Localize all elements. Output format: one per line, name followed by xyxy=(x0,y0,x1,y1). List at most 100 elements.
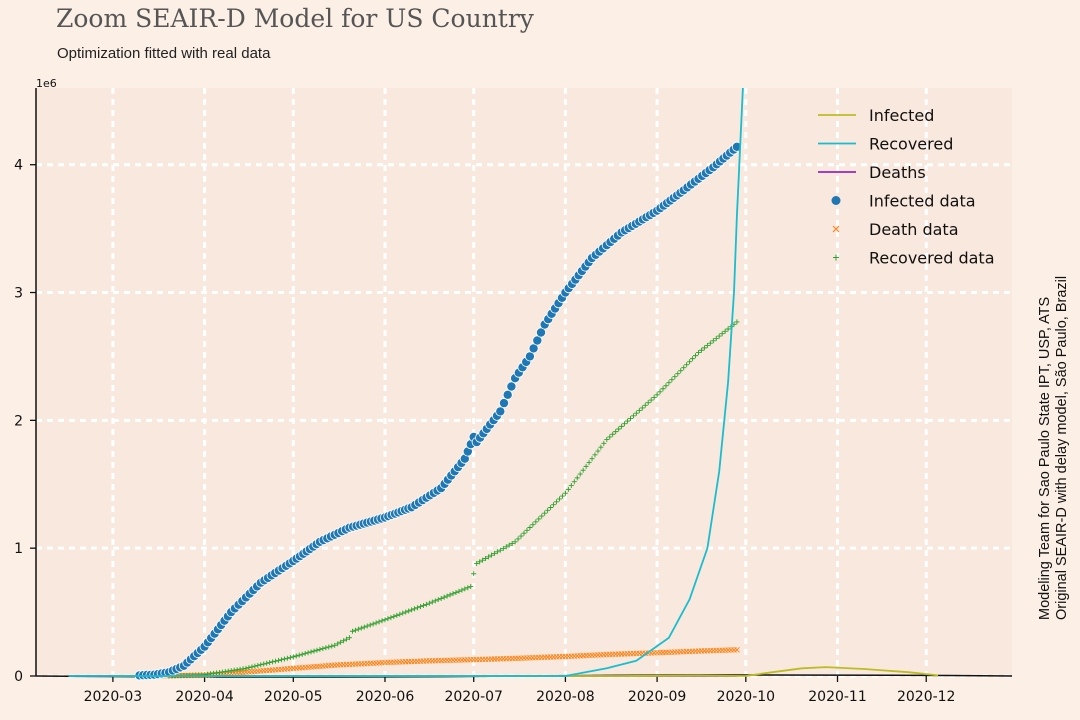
recovered-data-point xyxy=(347,635,353,641)
recovered-data-point xyxy=(432,598,438,604)
recovered-data-point xyxy=(559,493,565,499)
recovered-data-point xyxy=(465,585,471,591)
recovered-data-point xyxy=(491,550,497,556)
recovered-data-point xyxy=(231,667,237,673)
credit-line-1: Modeling Team for Sao Paulo State IPT, U… xyxy=(1037,296,1053,620)
recovered-data-point xyxy=(690,356,696,362)
grid xyxy=(36,88,1012,678)
y-tick-label: 1 xyxy=(14,541,23,557)
series-infected-data xyxy=(134,141,742,681)
recovered-data-point xyxy=(252,663,258,669)
legend-label: Death data xyxy=(869,220,959,239)
recovered-data-point xyxy=(338,639,344,645)
recovered-data-point xyxy=(382,617,388,623)
recovered-data-point xyxy=(480,557,486,563)
recovered-data-point xyxy=(456,588,462,594)
recovered-data-point xyxy=(323,645,329,651)
y-tick-label: 2 xyxy=(14,413,23,429)
recovered-data-point xyxy=(607,434,613,440)
recovered-data-point xyxy=(332,642,338,648)
recovered-data-point xyxy=(468,584,474,590)
infected-data-point xyxy=(536,327,547,338)
recovered-data-point xyxy=(625,418,631,424)
recovered-data-point xyxy=(270,659,276,665)
recovered-data-point xyxy=(725,326,731,332)
recovered-data-point xyxy=(406,608,412,614)
recovered-data-point xyxy=(515,536,521,542)
y-scale-label: 1e6 xyxy=(36,77,57,90)
recovered-data-point xyxy=(287,655,293,661)
recovered-data-point xyxy=(639,405,645,411)
recovered-data-point xyxy=(630,413,636,419)
recovered-data-point xyxy=(675,371,681,377)
recovered-data-point xyxy=(394,612,400,618)
series-infected-line xyxy=(112,666,939,677)
recovered-data-point xyxy=(509,540,515,546)
series-death-data xyxy=(151,646,740,679)
recovered-data-point xyxy=(249,664,255,670)
recovered-data-point xyxy=(601,440,607,446)
infected-data-point xyxy=(524,351,535,362)
recovered-data-point xyxy=(391,613,397,619)
recovered-data-point xyxy=(379,618,385,624)
recovered-data-point xyxy=(577,471,583,477)
recovered-data-point xyxy=(530,522,536,528)
recovered-data-point xyxy=(580,467,586,473)
recovered-data-point xyxy=(400,610,406,616)
recovered-data-point xyxy=(693,353,699,359)
recovered-data-point xyxy=(616,426,622,432)
recovered-data-point xyxy=(364,623,370,629)
x-tick-label: 2020-12 xyxy=(897,689,956,705)
infected-data-point xyxy=(502,389,513,400)
recovered-data-point xyxy=(648,397,654,403)
recovered-data-point xyxy=(488,552,494,558)
y-tick-label: 4 xyxy=(14,158,23,174)
recovered-data-point xyxy=(234,667,240,673)
recovered-data-point xyxy=(710,338,716,344)
recovered-data-point xyxy=(355,626,361,632)
recovered-data-point xyxy=(533,519,539,525)
recovered-data-point xyxy=(681,365,687,371)
recovered-data-point xyxy=(645,400,651,406)
recovered-data-point xyxy=(633,410,639,416)
recovered-data-point xyxy=(326,644,332,650)
recovered-data-point xyxy=(441,594,447,600)
recovered-data-point xyxy=(707,340,713,346)
recovered-data-point xyxy=(539,513,545,519)
recovered-data-point xyxy=(397,611,403,617)
recovered-data-point xyxy=(296,652,302,658)
recovered-data-point xyxy=(261,661,267,667)
recovered-data-point xyxy=(483,555,489,561)
recovered-data-point xyxy=(344,636,350,642)
recovered-data-point xyxy=(264,660,270,666)
recovered-data-point xyxy=(447,592,453,598)
x-tick-label: 2020-10 xyxy=(717,689,776,705)
recovered-data-point xyxy=(240,666,246,672)
recovered-data-point xyxy=(494,549,500,555)
recovered-data-point xyxy=(222,669,228,675)
legend-swatch xyxy=(831,196,841,205)
recovered-data-point xyxy=(506,542,512,548)
infected-data-point xyxy=(532,335,543,346)
recovered-data-point xyxy=(314,647,320,653)
legend-label: Infected xyxy=(869,106,934,125)
recovered-data-point xyxy=(503,544,509,550)
infected-data-point xyxy=(495,406,506,417)
recovered-data-point xyxy=(548,504,554,510)
legend-swatch xyxy=(833,254,839,261)
recovered-data-point xyxy=(574,475,580,481)
recovered-data-point xyxy=(341,638,347,644)
recovered-data-point xyxy=(704,343,710,349)
recovered-data-point xyxy=(329,643,335,649)
x-tick-label: 2020-05 xyxy=(264,689,323,705)
recovered-data-point xyxy=(595,448,601,454)
recovered-data-point xyxy=(524,527,530,533)
x-tick-label: 2020-07 xyxy=(444,689,503,705)
recovered-data-point xyxy=(536,516,542,522)
recovered-data-point xyxy=(660,386,666,392)
series-recovered-line xyxy=(68,87,744,677)
recovered-data-point xyxy=(335,641,341,647)
side-credit: Modeling Team for Sao Paulo State IPT, U… xyxy=(1037,200,1071,620)
recovered-data-point xyxy=(302,651,308,657)
